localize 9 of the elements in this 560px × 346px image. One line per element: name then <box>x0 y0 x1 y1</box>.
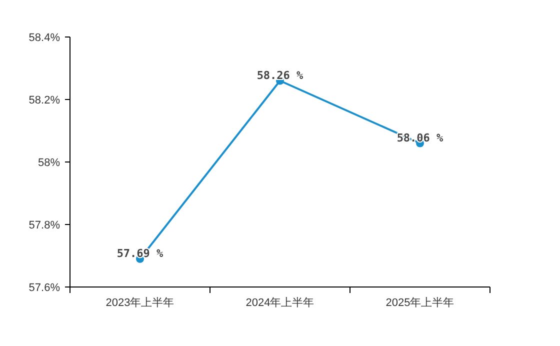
y-tick-label: 58.2% <box>28 94 60 106</box>
y-tick-label: 57.8% <box>28 220 60 232</box>
y-tick-label: 58% <box>38 157 60 169</box>
y-tick-label: 58.4% <box>28 32 60 44</box>
x-tick-label: 2024年上半年 <box>246 296 314 309</box>
x-tick-label: 2023年上半年 <box>106 296 174 309</box>
data-label: 58.26 % <box>256 68 304 82</box>
y-tick-label: 57.6% <box>28 282 60 294</box>
x-tick-label: 2025年上半年 <box>386 296 454 309</box>
